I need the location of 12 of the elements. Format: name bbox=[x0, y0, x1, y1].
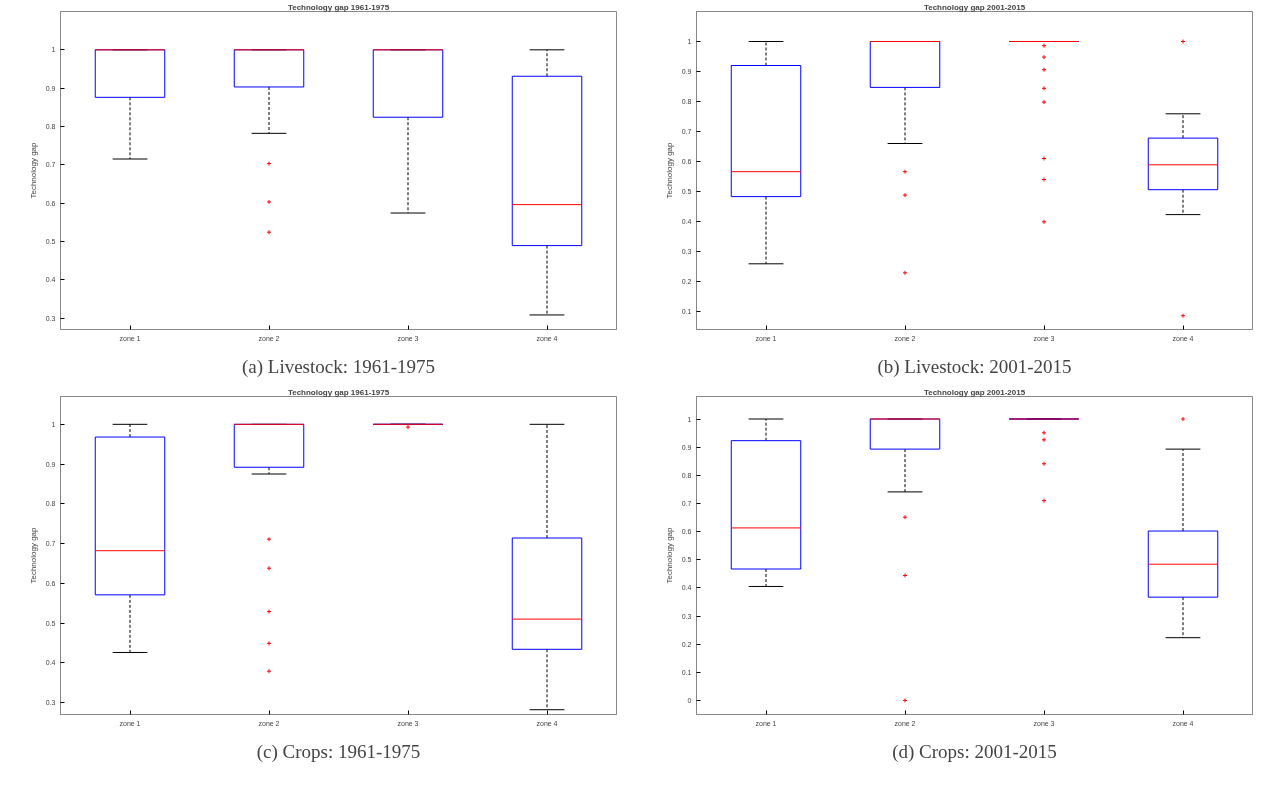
text: (d) Crops: 2001-2015 bbox=[892, 740, 1057, 763]
chart-title: Technology gap 2001-2015 bbox=[923, 2, 1026, 12]
chart-title: Technology gap 2001-2015 bbox=[923, 387, 1026, 397]
text: (c) Crops: 1961-1975 bbox=[256, 740, 421, 763]
y-axis-title: Technology gap bbox=[664, 526, 674, 584]
y-axis-title: Technology gap bbox=[28, 141, 38, 199]
y-axis-title: Technology gap bbox=[28, 526, 38, 584]
chart-title: Technology gap 1961-1975 bbox=[287, 387, 390, 397]
text: (a) Livestock: 1961-1975 bbox=[241, 355, 436, 378]
text: (b) Livestock: 2001-2015 bbox=[877, 355, 1072, 378]
y-axis-title: Technology gap bbox=[664, 141, 674, 199]
chart-title: Technology gap 1961-1975 bbox=[287, 2, 390, 12]
